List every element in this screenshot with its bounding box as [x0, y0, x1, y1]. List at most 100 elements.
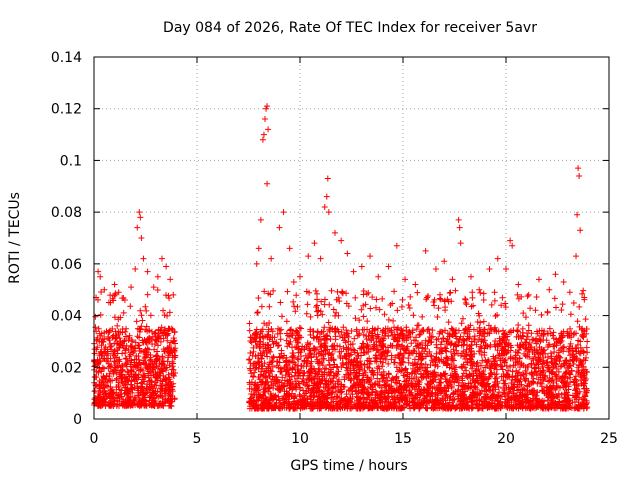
- data-point: [394, 307, 401, 314]
- data-point: [129, 338, 136, 345]
- data-point: [99, 400, 106, 407]
- data-point: [575, 165, 582, 172]
- data-point: [167, 339, 174, 346]
- data-point: [328, 287, 335, 294]
- data-point: [480, 318, 487, 325]
- data-point: [432, 266, 439, 273]
- data-point: [485, 322, 492, 329]
- data-point: [398, 303, 405, 310]
- data-point: [122, 361, 129, 368]
- y-tick-label: 0.04: [51, 309, 82, 325]
- data-point: [152, 374, 159, 381]
- data-point: [422, 247, 429, 254]
- data-point: [246, 327, 253, 334]
- data-point: [385, 360, 392, 367]
- data-point: [312, 287, 319, 294]
- data-point: [446, 290, 453, 297]
- data-point: [321, 301, 328, 308]
- data-point: [159, 367, 166, 374]
- data-point: [147, 392, 154, 399]
- data-point: [375, 273, 382, 280]
- x-tick-label: 20: [497, 431, 515, 447]
- data-point: [514, 328, 521, 335]
- data-point: [112, 291, 119, 298]
- data-point: [296, 324, 303, 331]
- data-point: [113, 375, 120, 382]
- data-point: [137, 214, 144, 221]
- data-point: [566, 289, 573, 296]
- data-point: [133, 376, 140, 383]
- data-point: [499, 294, 506, 301]
- data-point: [442, 304, 449, 311]
- data-point: [423, 405, 430, 412]
- data-point: [111, 314, 118, 321]
- data-point: [277, 299, 284, 306]
- grid-lines: [94, 57, 609, 419]
- data-point: [97, 311, 104, 318]
- data-point: [290, 298, 297, 305]
- data-point: [128, 377, 135, 384]
- x-tick-label: 25: [600, 431, 618, 447]
- data-point: [116, 335, 123, 342]
- x-tick-label: 15: [394, 431, 412, 447]
- data-point: [486, 266, 493, 273]
- data-point: [286, 245, 293, 252]
- data-point: [291, 303, 298, 310]
- data-point: [166, 309, 173, 316]
- data-point: [376, 306, 383, 313]
- data-point: [486, 387, 493, 394]
- data-point: [115, 357, 122, 364]
- data-point: [140, 255, 147, 262]
- data-point: [576, 303, 583, 310]
- data-point: [149, 341, 156, 348]
- data-point: [405, 359, 412, 366]
- data-point: [422, 353, 429, 360]
- data-point: [574, 318, 581, 325]
- data-point: [133, 318, 140, 325]
- data-point: [440, 335, 447, 342]
- data-point: [276, 224, 283, 231]
- data-point: [118, 393, 125, 400]
- data-point: [360, 313, 367, 320]
- data-point: [327, 336, 334, 343]
- data-point: [168, 381, 175, 388]
- data-point: [100, 374, 107, 381]
- y-tick-label: 0.12: [51, 102, 82, 118]
- data-point: [151, 403, 158, 410]
- data-point: [134, 224, 141, 231]
- x-axis-label: GPS time / hours: [290, 458, 407, 474]
- data-point: [135, 399, 142, 406]
- data-point: [114, 397, 121, 404]
- data-point: [148, 336, 155, 343]
- data-point: [147, 354, 154, 361]
- data-point: [332, 336, 339, 343]
- data-point: [161, 399, 168, 406]
- data-point: [346, 352, 353, 359]
- data-point: [168, 325, 175, 332]
- data-point: [97, 387, 104, 394]
- data-point: [522, 314, 529, 321]
- data-point: [533, 294, 540, 301]
- data-point: [458, 320, 465, 327]
- data-point: [381, 311, 388, 318]
- data-point: [546, 325, 553, 332]
- data-point: [122, 399, 129, 406]
- data-point: [101, 379, 108, 386]
- data-point: [154, 356, 161, 363]
- data-point: [117, 364, 124, 371]
- data-point: [103, 372, 110, 379]
- data-point: [141, 378, 148, 385]
- data-point: [268, 368, 275, 375]
- data-point: [146, 327, 153, 334]
- data-point: [122, 349, 129, 356]
- data-point: [259, 136, 266, 143]
- data-point: [110, 394, 117, 401]
- data-point: [290, 278, 297, 285]
- data-point: [111, 340, 118, 347]
- data-point: [260, 131, 267, 138]
- data-point: [498, 302, 505, 309]
- data-point: [127, 402, 134, 409]
- data-point: [570, 299, 577, 306]
- y-tick-label: 0.02: [51, 360, 82, 376]
- data-point: [108, 342, 115, 349]
